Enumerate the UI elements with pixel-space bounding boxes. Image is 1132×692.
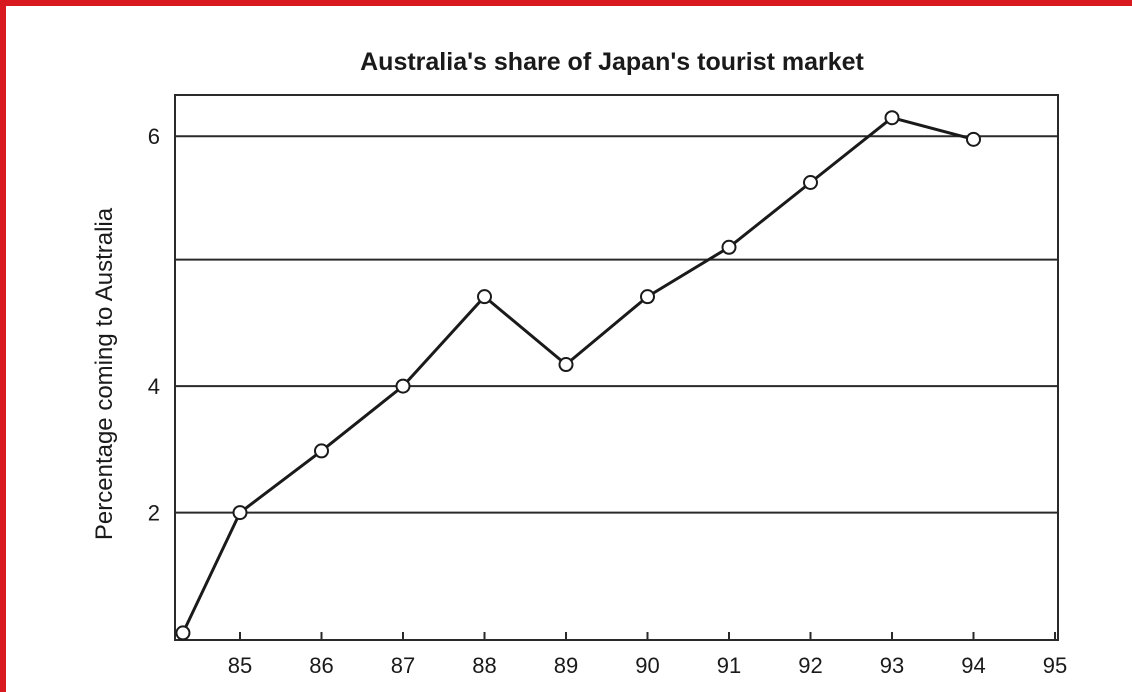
plot-border: [174, 94, 1059, 641]
chart-title: Australia's share of Japan's tourist mar…: [360, 48, 864, 76]
data-point: [558, 357, 574, 373]
x-tick-label: 94: [961, 653, 985, 678]
y-tick-label: 6: [148, 124, 160, 149]
data-point: [477, 289, 492, 305]
data-point: [640, 289, 655, 305]
plot-area: 2 4 6 85 86 87 88 89 90 91 92 93 94 95: [148, 94, 1067, 678]
y-tick-label: 2: [148, 501, 160, 526]
y-axis-title: Percentage coming to Australia: [91, 207, 118, 540]
x-tick-label: 91: [717, 653, 741, 678]
data-point: [721, 239, 737, 255]
data-point: [966, 131, 981, 147]
x-tick-label: 89: [554, 653, 578, 678]
series-line: [181, 116, 974, 634]
x-tick-label: 85: [228, 653, 252, 678]
x-tick-label: 92: [798, 653, 822, 678]
data-point: [803, 175, 818, 191]
x-tick-label: 87: [391, 653, 415, 678]
data-point: [175, 625, 191, 641]
x-tick-label: 90: [635, 653, 659, 678]
x-tick-label: 86: [309, 653, 333, 678]
data-point: [314, 443, 329, 459]
x-tick-label: 88: [472, 653, 496, 678]
x-tick-label: 95: [1043, 653, 1067, 678]
data-point: [884, 110, 900, 126]
data-point: [232, 505, 248, 521]
data-point: [395, 378, 411, 394]
y-tick-label: 4: [148, 374, 160, 399]
x-tick-label: 93: [880, 653, 904, 678]
